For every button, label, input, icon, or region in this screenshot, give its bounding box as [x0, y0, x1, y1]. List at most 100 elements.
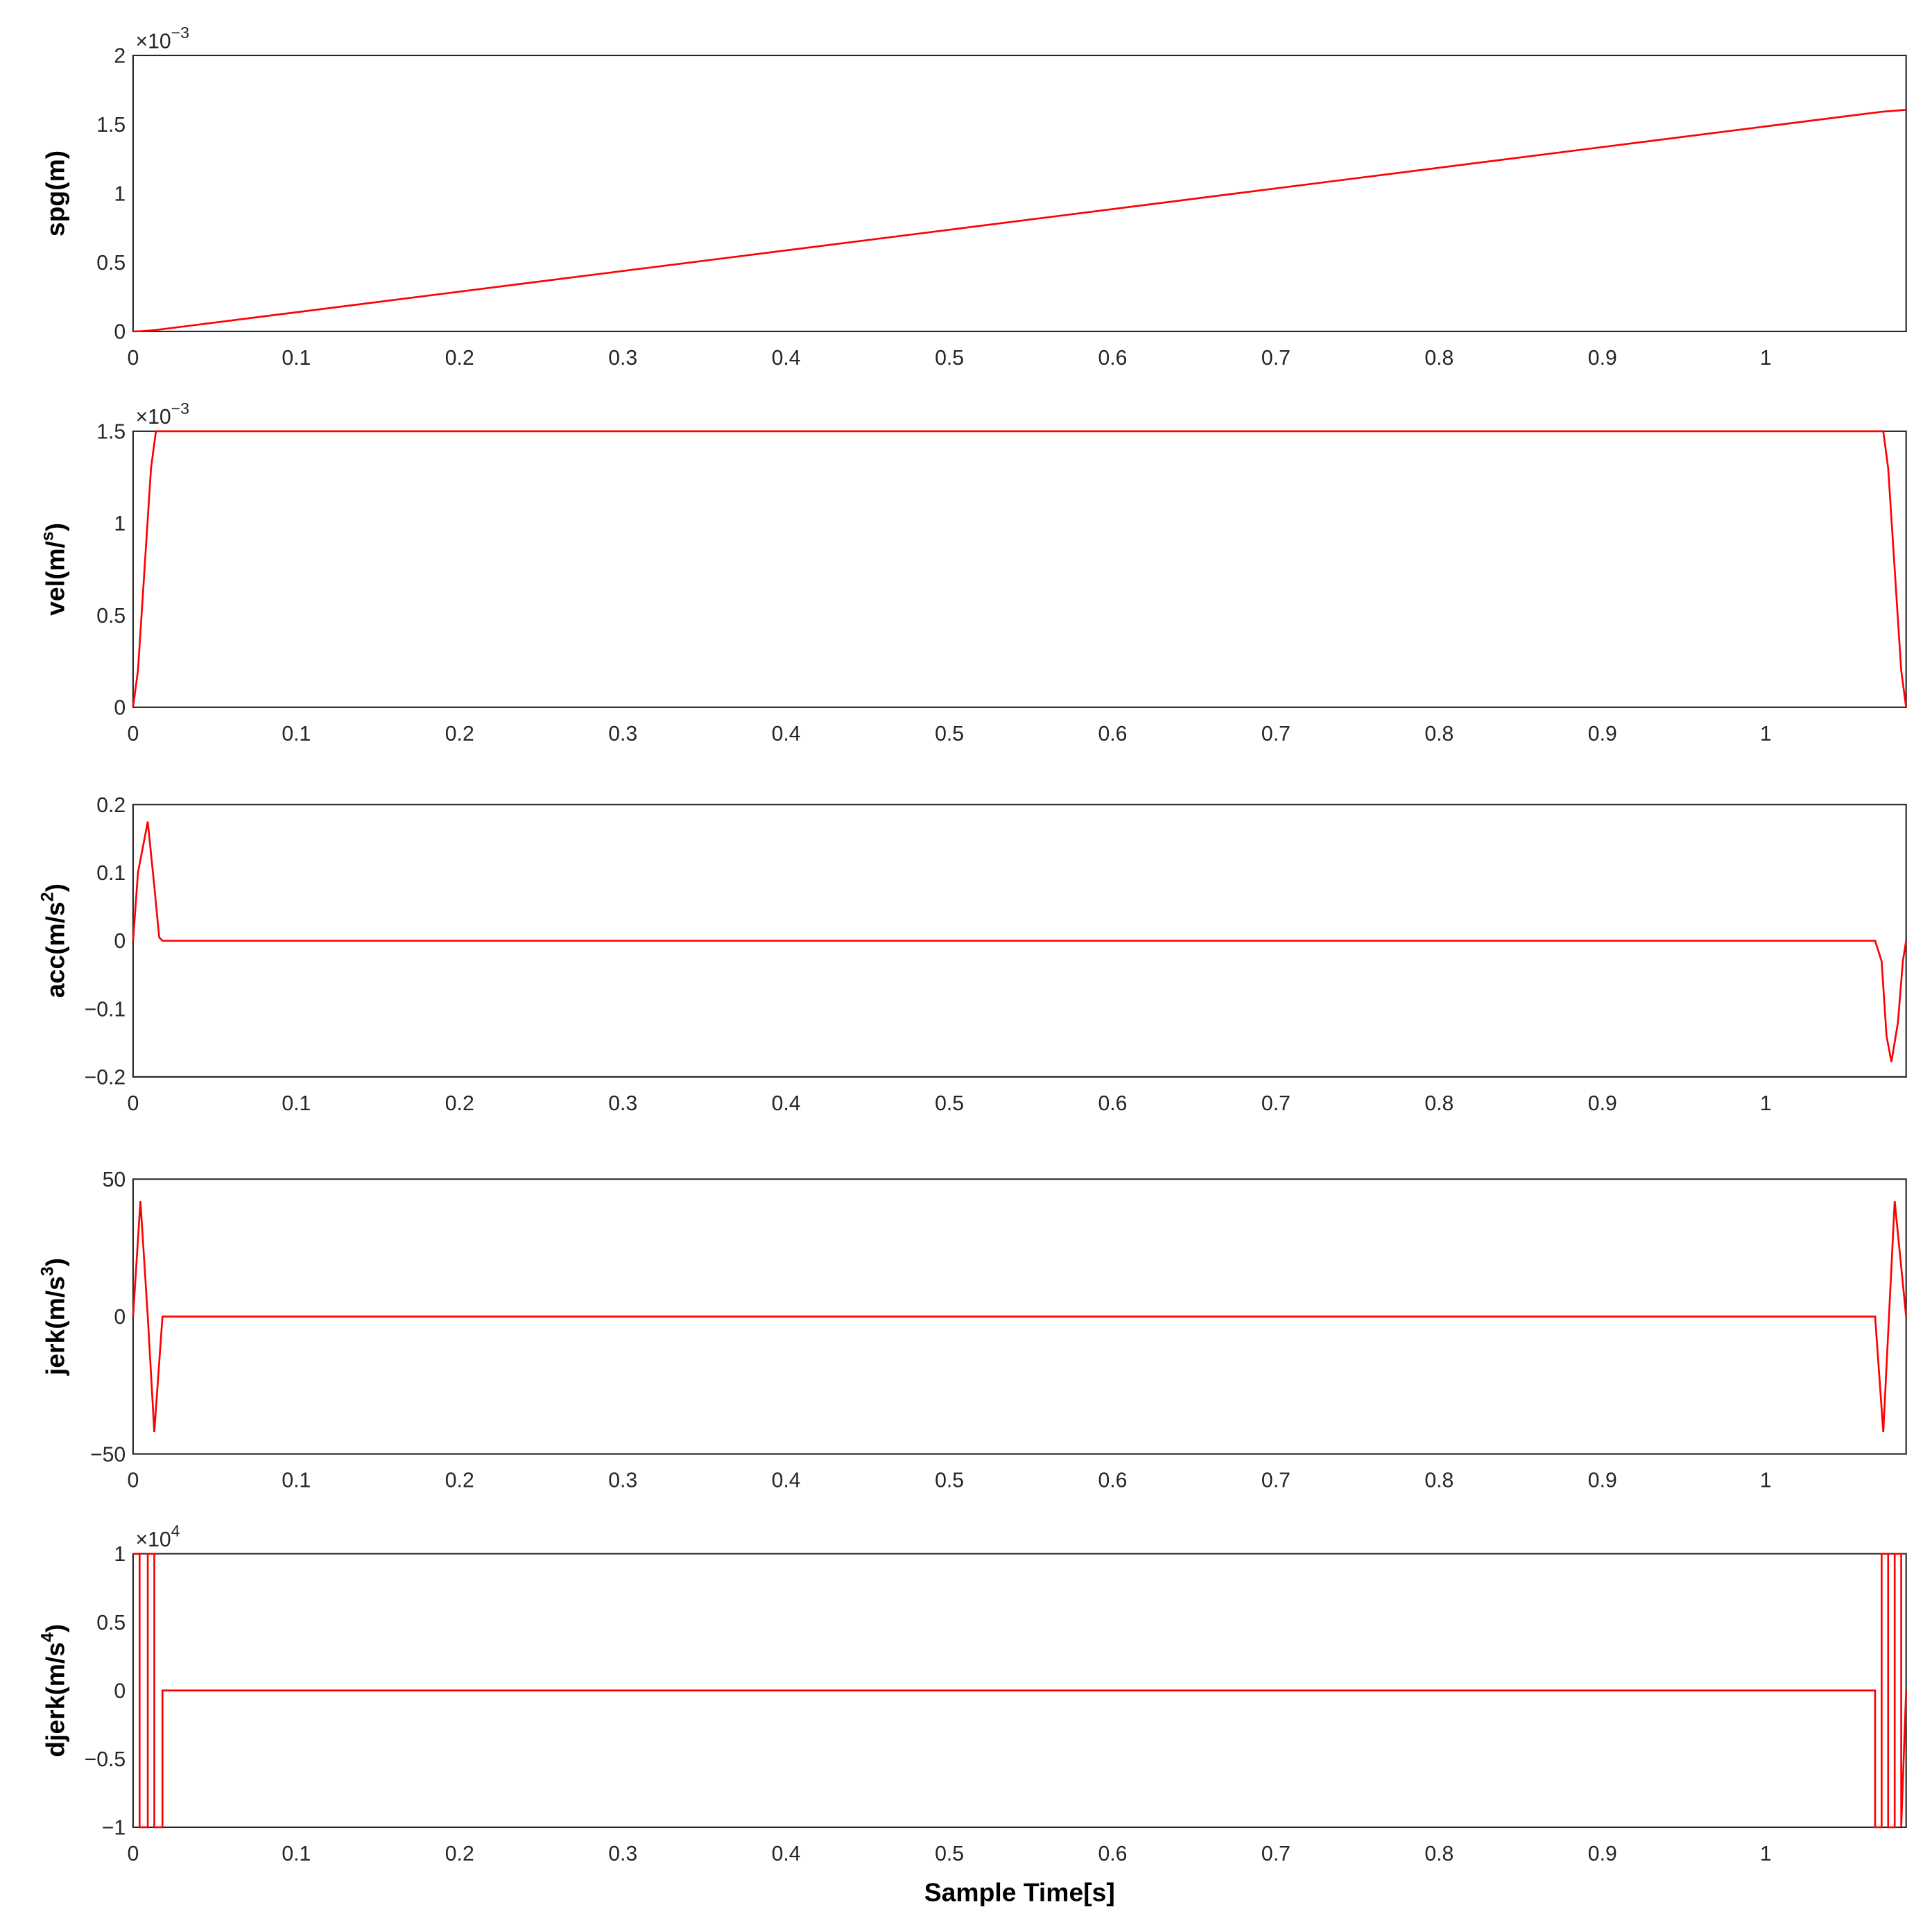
y-label-tail: )	[40, 883, 69, 892]
x-tick-label: 0	[127, 1092, 139, 1115]
x-tick-label: 0.8	[1424, 347, 1454, 370]
x-tick-label: 0.5	[935, 347, 964, 370]
y-tick-label: 0.1	[96, 862, 126, 885]
y-axis-label: acc(m/s2)	[37, 883, 69, 998]
x-tick-label: 0.4	[772, 1469, 801, 1492]
x-tick-label: 0.6	[1098, 1843, 1128, 1865]
y-tick-label: 0.2	[96, 794, 126, 817]
x-tick-label: 0.3	[608, 723, 637, 745]
y-axis-label: jerk(m/s3)	[37, 1258, 69, 1376]
x-tick-label: 0.2	[445, 1843, 474, 1865]
x-tick-label: 0.2	[445, 347, 474, 370]
y-label-tail: )	[40, 523, 69, 531]
multiplier-base: ×10	[135, 406, 171, 429]
y-tick-label: −50	[90, 1443, 126, 1466]
x-tick-label: 0.1	[282, 1092, 311, 1115]
y-label-sup: 4	[37, 1632, 57, 1642]
y-label-tail: )	[40, 1258, 69, 1266]
x-tick-label: 0.8	[1424, 723, 1454, 745]
x-tick-label: 0.7	[1261, 1843, 1291, 1865]
x-tick-label: 0.8	[1424, 1092, 1454, 1115]
axis-multiplier: ×10−3	[135, 399, 189, 429]
x-tick-label: 1	[1760, 1469, 1772, 1492]
multiplier-base: ×10	[135, 1528, 171, 1551]
y-tick-label: 0	[114, 930, 126, 953]
y-axis-label: spg(m)	[40, 150, 69, 236]
y-tick-label: 0	[114, 1680, 126, 1702]
x-tick-label: 0.5	[935, 723, 964, 745]
x-tick-label: 0.8	[1424, 1843, 1454, 1865]
y-tick-label: 2	[114, 45, 126, 68]
x-tick-label: 0.7	[1261, 1469, 1291, 1492]
axis-multiplier: ×104	[135, 1522, 180, 1551]
y-label-text: jerk(m/s	[40, 1276, 69, 1376]
x-tick-label: 0.1	[282, 347, 311, 370]
x-tick-label: 0.6	[1098, 723, 1128, 745]
x-tick-label: 0.7	[1261, 1092, 1291, 1115]
y-tick-label: 1.5	[96, 421, 126, 444]
x-tick-label: 0.4	[772, 1092, 801, 1115]
x-tick-label: 0.9	[1588, 1469, 1617, 1492]
y-label-text: vel(m/	[40, 541, 69, 616]
subplot: 0 0.1 0.2 0.3 0.4 0.5 0.6 0.7 0.8 0.9 1−50050jerk(…	[37, 1168, 1908, 1492]
x-tick-label: 0.6	[1098, 347, 1128, 370]
y-tick-label: 0.5	[96, 1612, 126, 1635]
x-axis-label: Sample Time[s]	[924, 1878, 1115, 1907]
x-tick-label: 0.2	[445, 1469, 474, 1492]
x-tick-label: 0.2	[445, 1092, 474, 1115]
multiplier-exponent: −3	[171, 24, 189, 42]
x-tick-label: 0.9	[1588, 347, 1617, 370]
subplot: 0 0.1 0.2 0.3 0.4 0.5 0.6 0.7 0.8 0.9 1 0 0.5 1 1.5 ×10…	[37, 399, 1908, 745]
x-tick-label: 0.3	[608, 1092, 637, 1115]
x-tick-label: 0.1	[282, 1843, 311, 1865]
x-tick-label: 0.7	[1261, 723, 1291, 745]
x-tick-label: 0.9	[1588, 723, 1617, 745]
y-axis-label: djerk(m/s4)	[37, 1624, 69, 1757]
x-tick-label: 0.5	[935, 1843, 964, 1865]
y-label-tail: )	[40, 1624, 69, 1632]
subplot: 0 0.1 0.2 0.3 0.4 0.5 0.6 0.7 0.8 0.9 1 0 0.5 1 1.5 2 ×1…	[40, 24, 1907, 370]
y-label-text: djerk(m/s	[40, 1642, 69, 1757]
data-line	[132, 1200, 1908, 1433]
x-tick-label: 0.4	[772, 723, 801, 745]
y-tick-label: 1	[114, 1543, 126, 1566]
y-label-sup: 2	[37, 892, 57, 902]
y-label-sup: s	[37, 531, 57, 541]
y-tick-label: −1	[102, 1817, 126, 1840]
subplot: 0 0.1 0.2 0.3 0.4 0.5 0.6 0.7 0.8 0.9 1 −1 −0.5 0 0.5 1…	[37, 1522, 1908, 1907]
x-tick-label: 1	[1760, 1843, 1772, 1865]
x-tick-label: 0.8	[1424, 1469, 1454, 1492]
x-tick-label: 1	[1760, 347, 1772, 370]
y-tick-label: 0.5	[96, 252, 126, 275]
y-label-text: spg(m)	[40, 150, 69, 236]
x-tick-label: 0.7	[1261, 347, 1291, 370]
y-tick-label: 50	[103, 1168, 126, 1191]
y-tick-label: 1	[114, 183, 126, 206]
y-tick-label: 0	[114, 1306, 126, 1329]
x-tick-label: 0.3	[608, 347, 637, 370]
data-line	[132, 821, 1908, 1062]
x-tick-label: 0.9	[1588, 1843, 1617, 1865]
data-line	[132, 430, 1908, 708]
x-tick-label: 0.1	[282, 723, 311, 745]
axes-box	[132, 430, 1907, 708]
x-tick-label: 0.9	[1588, 1092, 1617, 1115]
data-line	[132, 1553, 1908, 1829]
x-tick-label: 0.5	[935, 1469, 964, 1492]
x-tick-label: 1	[1760, 723, 1772, 745]
x-tick-label: 0	[127, 1843, 139, 1865]
y-label-sup: 3	[37, 1266, 57, 1276]
subplot: 0 0.1 0.2 0.3 0.4 0.5 0.6 0.7 0.8 0.9 1 −0.2 −0.1 0 0.…	[37, 794, 1908, 1115]
y-tick-label: −0.1	[85, 998, 126, 1021]
y-axis-label: vel(m/s)	[37, 523, 69, 616]
y-tick-label: 0.5	[96, 605, 126, 628]
x-tick-label: 0.6	[1098, 1092, 1128, 1115]
x-tick-label: 0	[127, 347, 139, 370]
y-label-text: acc(m/s	[40, 902, 69, 998]
x-tick-label: 0.5	[935, 1092, 964, 1115]
x-tick-label: 0.6	[1098, 1469, 1128, 1492]
y-tick-label: 0	[114, 697, 126, 720]
axes-box	[132, 54, 1907, 333]
y-tick-label: 1	[114, 512, 126, 535]
x-tick-label: 0.3	[608, 1843, 637, 1865]
